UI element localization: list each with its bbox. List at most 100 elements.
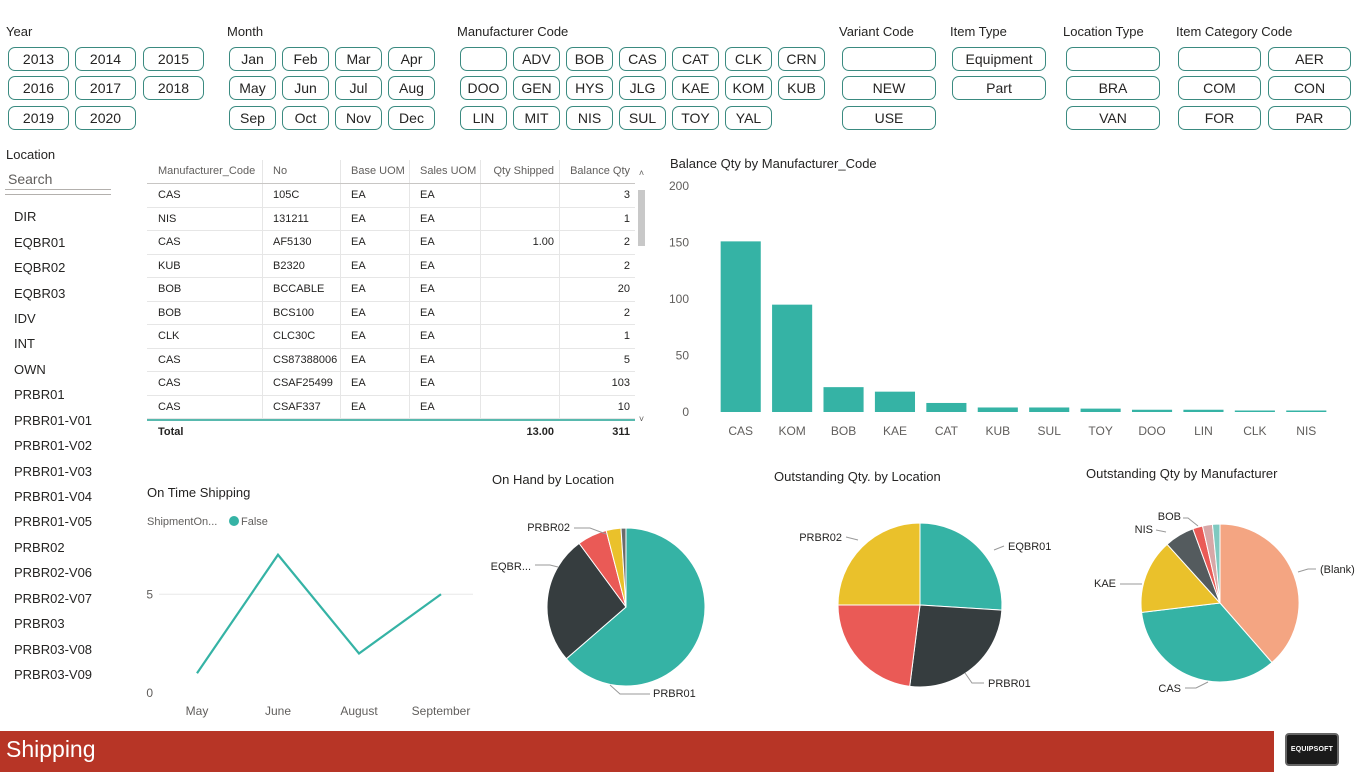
table-row[interactable]: KUB B2320 EA EA 2: [147, 254, 635, 278]
location-item-prbr01-v03[interactable]: PRBR01-V03: [14, 464, 93, 479]
location-item-idv[interactable]: IDV: [14, 311, 36, 326]
location-item-prbr01-v05[interactable]: PRBR01-V05: [14, 514, 93, 529]
item-category-button-aer[interactable]: AER: [1268, 47, 1351, 71]
manufacturer-button-cas[interactable]: CAS: [619, 47, 666, 71]
variant-button-use[interactable]: USE: [842, 106, 936, 130]
month-button-jun[interactable]: Jun: [282, 76, 329, 100]
location-type-button-bra[interactable]: BRA: [1066, 76, 1160, 100]
item-category-button-blank[interactable]: [1178, 47, 1261, 71]
month-button-jan[interactable]: Jan: [229, 47, 276, 71]
month-button-dec[interactable]: Dec: [388, 106, 435, 130]
manufacturer-button-lin[interactable]: LIN: [460, 106, 507, 130]
manufacturer-button-kub[interactable]: KUB: [778, 76, 825, 100]
manufacturer-button-kae[interactable]: KAE: [672, 76, 719, 100]
table-row[interactable]: CAS CS87388006 EA EA 5: [147, 348, 635, 372]
variant-button-blank[interactable]: [842, 47, 936, 71]
year-button-2015[interactable]: 2015: [143, 47, 204, 71]
location-item-prbr03[interactable]: PRBR03: [14, 616, 65, 631]
month-button-oct[interactable]: Oct: [282, 106, 329, 130]
item-category-button-com[interactable]: COM: [1178, 76, 1261, 100]
month-button-may[interactable]: May: [229, 76, 276, 100]
manufacturer-button-jlg[interactable]: JLG: [619, 76, 666, 100]
year-button-2020[interactable]: 2020: [75, 106, 136, 130]
location-search-input[interactable]: [5, 168, 111, 190]
table-total-row[interactable]: Total 13.00 311: [147, 419, 635, 443]
location-item-prbr01-v04[interactable]: PRBR01-V04: [14, 489, 93, 504]
year-button-2014[interactable]: 2014: [75, 47, 136, 71]
location-item-prbr01-v02[interactable]: PRBR01-V02: [14, 438, 93, 453]
table-row[interactable]: CAS CSAF25499 EA EA 103: [147, 372, 635, 396]
scroll-down-icon[interactable]: ˅: [638, 414, 645, 424]
table-cell: CAS: [158, 377, 181, 390]
manufacturer-button-mit[interactable]: MIT: [513, 106, 560, 130]
table-row[interactable]: CAS CSAF337 EA EA 10: [147, 395, 635, 419]
table-row[interactable]: CAS AF5130 EA EA 1.00 2: [147, 231, 635, 255]
location-type-button-blank[interactable]: [1066, 47, 1160, 71]
column-header: Balance Qty: [570, 165, 630, 178]
scroll-up-icon[interactable]: ˄: [638, 168, 645, 178]
pie-slice: [1140, 543, 1222, 613]
column-separator: [262, 278, 263, 301]
year-button-2019[interactable]: 2019: [8, 106, 69, 130]
manufacturer-button-adv[interactable]: ADV: [513, 47, 560, 71]
column-separator: [409, 325, 410, 348]
table-cell: EA: [420, 353, 435, 366]
manufacturer-button-cat[interactable]: CAT: [672, 47, 719, 71]
table-cell: NIS: [158, 212, 177, 225]
location-item-eqbr01[interactable]: EQBR01: [14, 235, 66, 250]
column-separator: [340, 254, 341, 277]
location-item-prbr01[interactable]: PRBR01: [14, 387, 65, 402]
location-item-prbr02[interactable]: PRBR02: [14, 540, 65, 555]
table-cell: 13.00: [526, 425, 554, 438]
manufacturer-button-crn[interactable]: CRN: [778, 47, 825, 71]
manufacturer-button-doo[interactable]: DOO: [460, 76, 507, 100]
manufacturer-button-blank[interactable]: [460, 47, 507, 71]
location-item-prbr03-v08[interactable]: PRBR03-V08: [14, 642, 93, 657]
item-category-button-for[interactable]: FOR: [1178, 106, 1261, 130]
table-row[interactable]: NIS 131211 EA EA 1: [147, 207, 635, 231]
manufacturer-button-gen[interactable]: GEN: [513, 76, 560, 100]
location-item-prbr01-v01[interactable]: PRBR01-V01: [14, 413, 93, 428]
location-item-dir[interactable]: DIR: [14, 209, 37, 224]
manufacturer-button-kom[interactable]: KOM: [725, 76, 772, 100]
manufacturer-button-sul[interactable]: SUL: [619, 106, 666, 130]
location-item-prbr02-v06[interactable]: PRBR02-V06: [14, 565, 93, 580]
month-button-feb[interactable]: Feb: [282, 47, 329, 71]
item-type-button-part[interactable]: Part: [952, 76, 1046, 100]
location-item-prbr03-v09[interactable]: PRBR03-V09: [14, 667, 93, 682]
table-scrollbar[interactable]: ˄ ˅: [637, 168, 646, 424]
location-type-button-van[interactable]: VAN: [1066, 106, 1160, 130]
month-button-sep[interactable]: Sep: [229, 106, 276, 130]
month-button-nov[interactable]: Nov: [335, 106, 382, 130]
table-row[interactable]: CAS 105C EA EA 3: [147, 184, 635, 208]
month-button-apr[interactable]: Apr: [388, 47, 435, 71]
scroll-thumb[interactable]: [638, 190, 645, 246]
manufacturer-button-toy[interactable]: TOY: [672, 106, 719, 130]
manufacturer-button-yal[interactable]: YAL: [725, 106, 772, 130]
year-button-2013[interactable]: 2013: [8, 47, 69, 71]
location-item-prbr02-v07[interactable]: PRBR02-V07: [14, 591, 93, 606]
table-row[interactable]: BOB BCCABLE EA EA 20: [147, 278, 635, 302]
month-button-mar[interactable]: Mar: [335, 47, 382, 71]
month-button-jul[interactable]: Jul: [335, 76, 382, 100]
year-button-2018[interactable]: 2018: [143, 76, 204, 100]
year-button-2017[interactable]: 2017: [75, 76, 136, 100]
table-row[interactable]: BOB BCS100 EA EA 2: [147, 301, 635, 325]
item-category-button-par[interactable]: PAR: [1268, 106, 1351, 130]
manufacturer-button-nis[interactable]: NIS: [566, 106, 613, 130]
manufacturer-button-bob[interactable]: BOB: [566, 47, 613, 71]
variant-button-new[interactable]: NEW: [842, 76, 936, 100]
location-item-eqbr03[interactable]: EQBR03: [14, 286, 66, 301]
item-type-button-equipment[interactable]: Equipment: [952, 47, 1046, 71]
table-row[interactable]: CLK CLC30C EA EA 1: [147, 325, 635, 349]
location-item-int[interactable]: INT: [14, 336, 35, 351]
year-button-2016[interactable]: 2016: [8, 76, 69, 100]
item-category-button-con[interactable]: CON: [1268, 76, 1351, 100]
manufacturer-button-hys[interactable]: HYS: [566, 76, 613, 100]
manufacturer-button-clk[interactable]: CLK: [725, 47, 772, 71]
month-button-aug[interactable]: Aug: [388, 76, 435, 100]
location-item-own[interactable]: OWN: [14, 362, 46, 377]
x-tick-label: September: [412, 704, 471, 718]
location-item-eqbr02[interactable]: EQBR02: [14, 260, 66, 275]
bar: [977, 407, 1018, 412]
